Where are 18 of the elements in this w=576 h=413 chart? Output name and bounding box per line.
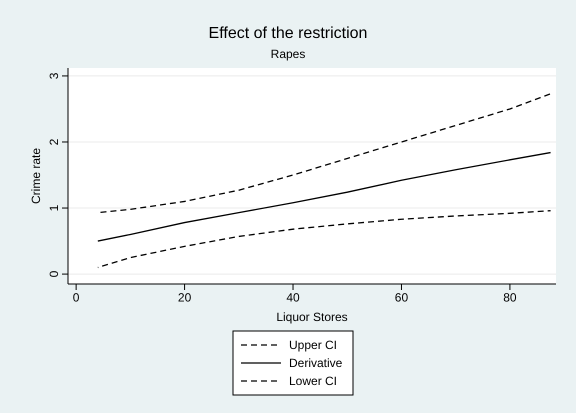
- x-tick-label: 0: [72, 290, 80, 305]
- y-tick-label: 1: [47, 204, 62, 212]
- y-tick-label: 0: [47, 270, 62, 278]
- x-tick-label: 80: [503, 290, 517, 305]
- line-series: [97, 210, 552, 268]
- x-tick-label: 20: [178, 290, 192, 305]
- y-axis-title: Crime rate: [29, 148, 43, 204]
- y-tick-label: 3: [47, 72, 62, 80]
- x-tick-label: 40: [286, 290, 300, 305]
- x-axis-title: Liquor Stores: [276, 310, 348, 324]
- y-tick-label: 2: [47, 138, 62, 146]
- chart-subtitle: Rapes: [270, 47, 306, 61]
- chart-title: Effect of the restriction: [208, 25, 368, 42]
- legend-label: Upper CI: [289, 338, 338, 352]
- legend-label: Lower CI: [289, 374, 338, 388]
- line-series: [97, 152, 552, 242]
- x-tick-label: 60: [394, 290, 408, 305]
- legend-label: Derivative: [289, 356, 343, 370]
